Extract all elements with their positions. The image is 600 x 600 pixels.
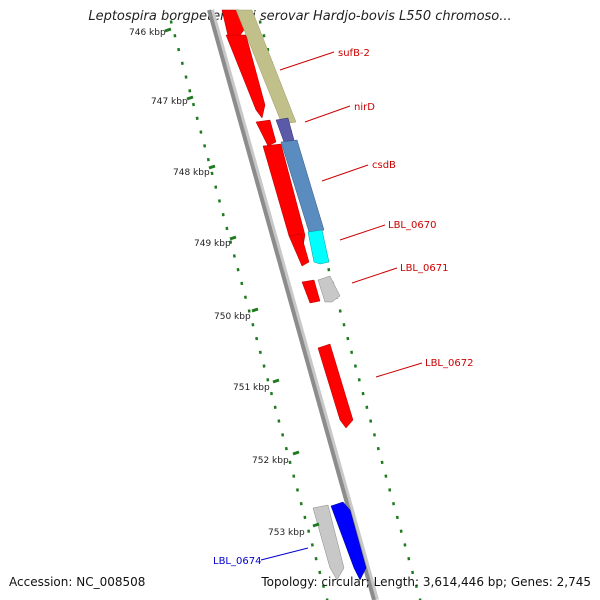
- gene-grey-LBL_0671[interactable]: [317, 275, 341, 303]
- kbp-label-746: 746 kbp: [129, 28, 166, 38]
- gene-label-LBL_0671[interactable]: LBL_0671: [400, 263, 448, 274]
- kbp-label-751: 751 kbp: [233, 383, 270, 393]
- backbone-line: [207, 9, 376, 600]
- gene-red-3[interactable]: [255, 119, 277, 147]
- gene-label-sufB-2[interactable]: sufB-2: [338, 48, 370, 59]
- kbp-ticks: [164, 27, 320, 528]
- label-leaders: [260, 51, 423, 561]
- gene-label-LBL_0674[interactable]: LBL_0674: [213, 556, 261, 567]
- accession-text: Accession: NC_008508: [9, 575, 146, 589]
- gene-label-LBL_0670[interactable]: LBL_0670: [388, 220, 436, 231]
- topology-text: Topology: circular; Length: 3,614,446 bp…: [261, 575, 591, 589]
- gene-red-6[interactable]: [301, 279, 321, 304]
- gene-label-csdB[interactable]: csdB: [372, 160, 396, 171]
- gene-grey-LBL_0674[interactable]: [312, 504, 345, 581]
- kbp-label-749: 749 kbp: [194, 239, 231, 249]
- gene-red-2[interactable]: [225, 34, 266, 119]
- gene-olive-sufB[interactable]: [235, 9, 297, 125]
- gene-blue-LBL_0675[interactable]: [330, 501, 367, 581]
- gene-label-LBL_0672[interactable]: LBL_0672: [425, 358, 473, 369]
- gene-blue-csdB[interactable]: [280, 139, 325, 233]
- gene-navy-nirD[interactable]: [275, 117, 295, 143]
- scale-dots-left: [169, 20, 329, 600]
- gene-red-1[interactable]: [221, 9, 245, 39]
- map-title: Leptospira borgpetersenii serovar Hardjo…: [88, 9, 512, 24]
- kbp-label-750: 750 kbp: [214, 312, 251, 322]
- gene-label-nirD[interactable]: nirD: [354, 102, 375, 113]
- kbp-label-752: 752 kbp: [252, 456, 289, 466]
- gene-cyan-LBL_0670[interactable]: [307, 229, 330, 265]
- gene-red-LBL_0672[interactable]: [317, 343, 354, 429]
- kbp-label-747: 747 kbp: [151, 97, 188, 107]
- kbp-label-753: 753 kbp: [268, 528, 305, 538]
- kbp-label-748: 748 kbp: [173, 168, 210, 178]
- gene-red-5[interactable]: [288, 233, 310, 267]
